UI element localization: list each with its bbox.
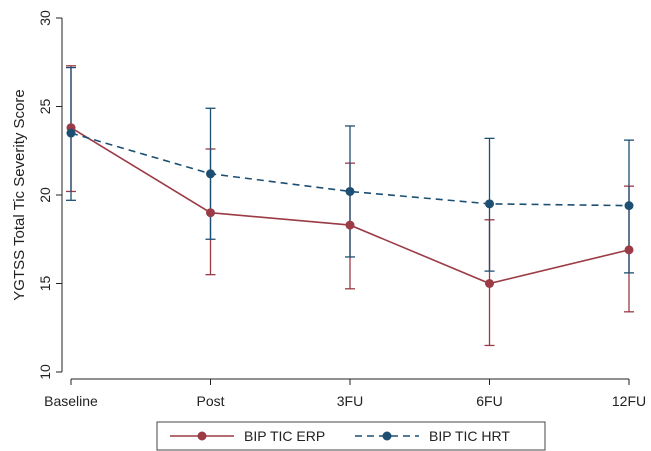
error-bars	[66, 65, 634, 347]
legend-label: BIP TIC ERP	[244, 428, 325, 444]
series-line	[70, 132, 630, 207]
legend-item: BIP TIC HRT	[355, 428, 510, 444]
data-point	[206, 208, 215, 218]
data-point	[485, 279, 494, 288]
x-tick-label: 6FU	[476, 393, 502, 409]
legend-item: BIP TIC ERP	[170, 428, 325, 444]
data-point	[345, 220, 355, 230]
data-point	[206, 169, 215, 179]
y-axis-label: YGTSS Total Tic Severity Score	[11, 89, 28, 300]
y-tick-label: 15	[37, 276, 53, 292]
data-point	[345, 186, 355, 196]
y-tick-label: 30	[37, 10, 53, 26]
y-tick-label: 10	[37, 364, 53, 380]
data-point	[624, 245, 634, 255]
y-tick-label: 20	[37, 187, 53, 203]
x-tick-label: 3FU	[337, 393, 363, 409]
data-point	[624, 201, 634, 211]
legend-swatch-marker	[382, 431, 392, 441]
x-tick-label: Baseline	[44, 393, 98, 409]
data-point	[66, 128, 76, 138]
legend: BIP TIC ERP BIP TIC HRT	[156, 421, 546, 451]
axes: 10 15 20 25 30 Baseline Post 3FU 6FU 12FU	[37, 10, 646, 409]
x-tick-label: Post	[196, 393, 224, 409]
x-tick-label: 12FU	[612, 393, 646, 409]
y-tick-label: 25	[37, 99, 53, 115]
series-markers	[66, 123, 634, 288]
data-point	[485, 199, 494, 209]
legend-label: BIP TIC HRT	[429, 428, 510, 444]
legend-swatch-marker	[197, 431, 207, 441]
